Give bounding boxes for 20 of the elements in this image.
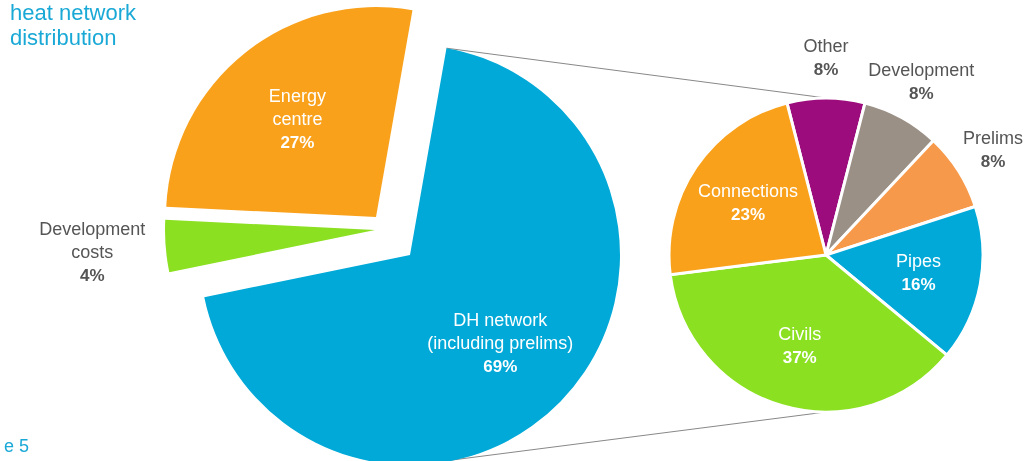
data-label: 16% (901, 275, 936, 295)
data-label: 8% (909, 84, 934, 104)
slice-label: Prelims (963, 127, 1024, 148)
slice-label: Development (868, 60, 975, 81)
slice-label: Civils (778, 323, 822, 344)
data-label: 27% (280, 132, 315, 152)
data-label: 4% (80, 265, 105, 285)
data-label: 8% (813, 59, 839, 79)
slice-label: Connections (698, 180, 799, 201)
text: e 5 (4, 436, 30, 456)
slice-label: Other (803, 35, 849, 56)
chart-title: heat network distribution (10, 0, 137, 50)
data-label: 23% (731, 204, 766, 224)
slice-label: Pipes (896, 251, 942, 272)
slice-label: Energy centre (268, 85, 326, 129)
slice-label: Development costs (39, 218, 146, 262)
data-label: 8% (980, 151, 1006, 171)
slice-label: DH network (including prelims) (427, 309, 574, 353)
data-label: 69% (483, 356, 518, 376)
data-label: 37% (782, 347, 817, 367)
